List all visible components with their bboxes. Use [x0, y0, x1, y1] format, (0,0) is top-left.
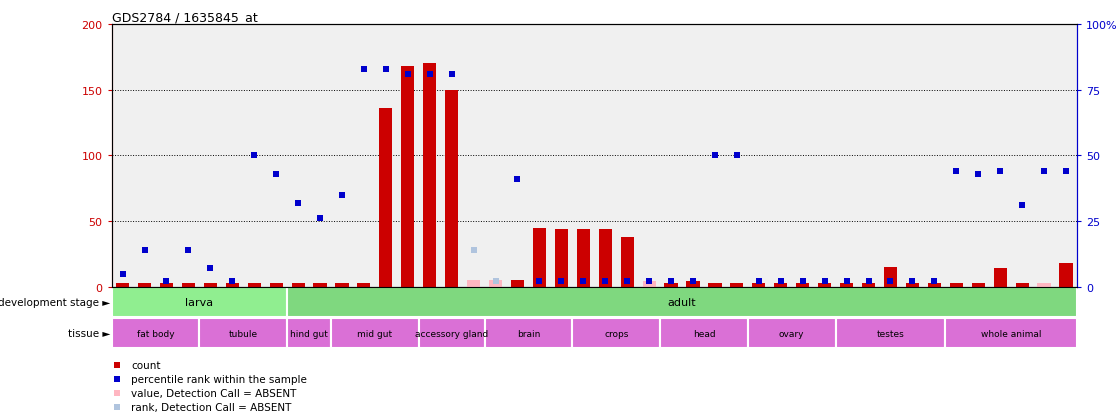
- Bar: [248, 283, 261, 287]
- Bar: [331, 319, 418, 349]
- Bar: [660, 319, 748, 349]
- Bar: [225, 283, 239, 287]
- Bar: [379, 109, 393, 287]
- Bar: [116, 283, 129, 287]
- Bar: [993, 269, 1007, 287]
- Bar: [287, 319, 331, 349]
- Bar: [748, 319, 836, 349]
- Bar: [906, 283, 918, 287]
- Text: fat body: fat body: [136, 329, 174, 338]
- Bar: [182, 283, 195, 287]
- Bar: [1038, 283, 1050, 287]
- Bar: [423, 64, 436, 287]
- Bar: [775, 283, 788, 287]
- Text: hind gut: hind gut: [290, 329, 328, 338]
- Bar: [357, 283, 371, 287]
- Bar: [204, 283, 217, 287]
- Bar: [1059, 263, 1072, 287]
- Bar: [200, 319, 287, 349]
- Bar: [862, 283, 875, 287]
- Bar: [402, 67, 414, 287]
- Bar: [1016, 283, 1029, 287]
- Bar: [840, 283, 853, 287]
- Bar: [555, 229, 568, 287]
- Text: crops: crops: [604, 329, 628, 338]
- Bar: [643, 282, 656, 287]
- Bar: [836, 319, 945, 349]
- Text: tissue ►: tissue ►: [68, 328, 110, 339]
- Text: tubule: tubule: [229, 329, 258, 338]
- Text: whole animal: whole animal: [981, 329, 1041, 338]
- Text: head: head: [693, 329, 715, 338]
- Text: development stage ►: development stage ►: [0, 297, 110, 308]
- Bar: [950, 283, 963, 287]
- Bar: [927, 283, 941, 287]
- Bar: [573, 319, 660, 349]
- Bar: [511, 280, 525, 287]
- Text: brain: brain: [517, 329, 540, 338]
- Bar: [884, 267, 897, 287]
- Bar: [752, 283, 766, 287]
- Text: adult: adult: [667, 297, 696, 308]
- Text: mid gut: mid gut: [357, 329, 393, 338]
- Bar: [466, 280, 480, 287]
- Bar: [418, 319, 484, 349]
- Text: ovary: ovary: [779, 329, 805, 338]
- Bar: [709, 283, 722, 287]
- Text: value, Detection Call = ABSENT: value, Detection Call = ABSENT: [132, 388, 297, 398]
- Text: rank, Detection Call = ABSENT: rank, Detection Call = ABSENT: [132, 402, 291, 412]
- Bar: [796, 283, 809, 287]
- Bar: [598, 229, 612, 287]
- Bar: [291, 283, 305, 287]
- Bar: [314, 283, 327, 287]
- Bar: [336, 283, 348, 287]
- Text: percentile rank within the sample: percentile rank within the sample: [132, 374, 307, 384]
- Bar: [730, 283, 743, 287]
- Text: testes: testes: [876, 329, 904, 338]
- Bar: [577, 229, 590, 287]
- Bar: [972, 283, 984, 287]
- Bar: [287, 287, 1077, 317]
- Bar: [160, 283, 173, 287]
- Bar: [818, 283, 831, 287]
- Bar: [686, 282, 700, 287]
- Text: accessory gland: accessory gland: [415, 329, 489, 338]
- Bar: [532, 228, 546, 287]
- Bar: [445, 90, 459, 287]
- Bar: [484, 319, 573, 349]
- Bar: [620, 237, 634, 287]
- Bar: [489, 280, 502, 287]
- Bar: [664, 283, 677, 287]
- Text: GDS2784 / 1635845_at: GDS2784 / 1635845_at: [112, 11, 258, 24]
- Text: count: count: [132, 360, 161, 370]
- Text: larva: larva: [185, 297, 213, 308]
- Bar: [138, 283, 151, 287]
- Bar: [945, 319, 1077, 349]
- Bar: [112, 319, 200, 349]
- Bar: [112, 287, 287, 317]
- Bar: [270, 283, 282, 287]
